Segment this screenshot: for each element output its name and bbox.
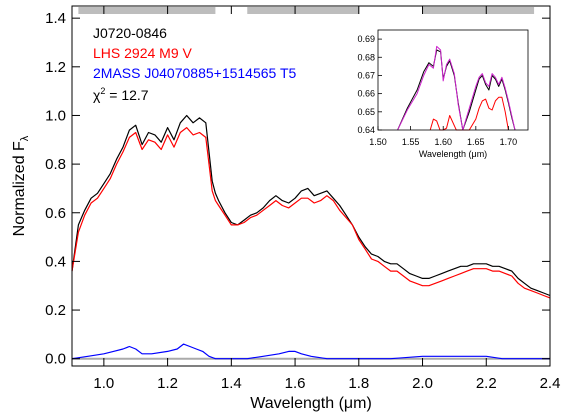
telluric-band-0	[78, 7, 216, 14]
y-tick-label: 0.4	[45, 253, 66, 270]
inset-x-tick-label: 1.65	[467, 137, 485, 147]
inset-x-tick-label: 1.55	[402, 137, 420, 147]
inset-x-tick-label: 1.60	[434, 137, 452, 147]
x-tick-label: 1.0	[93, 375, 114, 392]
x-tick-label: 2.0	[412, 375, 433, 392]
chi-value: = 12.7	[105, 87, 148, 103]
inset-y-tick-label: 0.69	[357, 34, 375, 44]
inset-frame	[377, 29, 529, 131]
inset-y-axis-ticks: 0.64 0.65 0.66 0.67 0.68 0.69	[357, 34, 382, 135]
chi-exponent: 2	[100, 86, 105, 96]
telluric-band-2	[422, 7, 535, 14]
y-tick-label: 1.2	[45, 59, 66, 76]
x-tick-label: 1.8	[348, 375, 369, 392]
inset-x-axis-ticks: 1.50 1.55 1.60 1.65 1.70	[369, 126, 517, 147]
inset-series-line-0	[397, 49, 516, 131]
y-tick-label: 1.4	[45, 10, 66, 27]
inset-x-tick-label: 1.70	[500, 137, 518, 147]
series-line-0	[71, 114, 551, 297]
y-axis-label-main: Normalized F	[11, 141, 28, 236]
inset-y-tick-label: 0.68	[357, 52, 375, 62]
inset-y-tick-label: 0.64	[357, 125, 375, 135]
inset-y-tick-label: 0.65	[357, 107, 375, 117]
y-tick-label: 0.6	[45, 205, 66, 222]
y-tick-label: 0.8	[45, 156, 66, 173]
x-tick-label: 2.4	[540, 375, 561, 392]
inset-x-axis-label: Wavelength (μm)	[419, 149, 487, 159]
chi-symbol: χ	[93, 87, 101, 103]
inset-y-tick-label: 0.66	[357, 89, 375, 99]
legend-entry-m9-template: LHS 2924 M9 V	[93, 45, 192, 61]
telluric-bands	[78, 7, 535, 14]
legend: J0720-0846 LHS 2924 M9 V 2MASS J04070885…	[93, 25, 297, 103]
legend-entry-t5-template: 2MASS J04070885+1514565 T5	[93, 65, 297, 81]
x-tick-label: 1.2	[157, 375, 178, 392]
telluric-band-1	[247, 7, 359, 14]
inset-plot: 1.50 1.55 1.60 1.65 1.70 0.640.650.660.670.6…	[357, 29, 529, 159]
x-axis-ticks: 1.0 1.2 1.4 1.6 1.8 2.0 2.2 2.4	[93, 6, 560, 392]
main-series-group	[71, 114, 551, 360]
x-tick-label: 1.4	[221, 375, 242, 392]
svg-text:Normalized Fλ: Normalized Fλ	[11, 135, 31, 236]
y-tick-label: 0.0	[45, 351, 66, 368]
y-axis-label-subscript: λ	[19, 135, 31, 141]
y-axis-ticks: 0.0 0.2 0.4 0.6 0.8 1.0 1.2 1.4	[45, 10, 550, 368]
x-tick-label: 2.2	[476, 375, 497, 392]
legend-chi-squared: χ2 = 12.7	[93, 86, 149, 103]
inset-series-line-2	[397, 45, 516, 131]
x-tick-label: 1.6	[285, 375, 306, 392]
legend-entry-target: J0720-0846	[93, 25, 167, 41]
inset-x-tick-label: 1.50	[369, 137, 387, 147]
series-line-1	[71, 126, 551, 299]
series-line-2	[71, 343, 550, 360]
y-tick-label: 1.0	[45, 107, 66, 124]
y-axis-label: Normalized Fλ	[11, 135, 31, 236]
inset-y-tick-label: 0.67	[357, 70, 375, 80]
plot-frame	[71, 5, 551, 367]
y-tick-label: 0.2	[45, 302, 66, 319]
x-axis-label: Wavelength (μm)	[250, 395, 372, 412]
